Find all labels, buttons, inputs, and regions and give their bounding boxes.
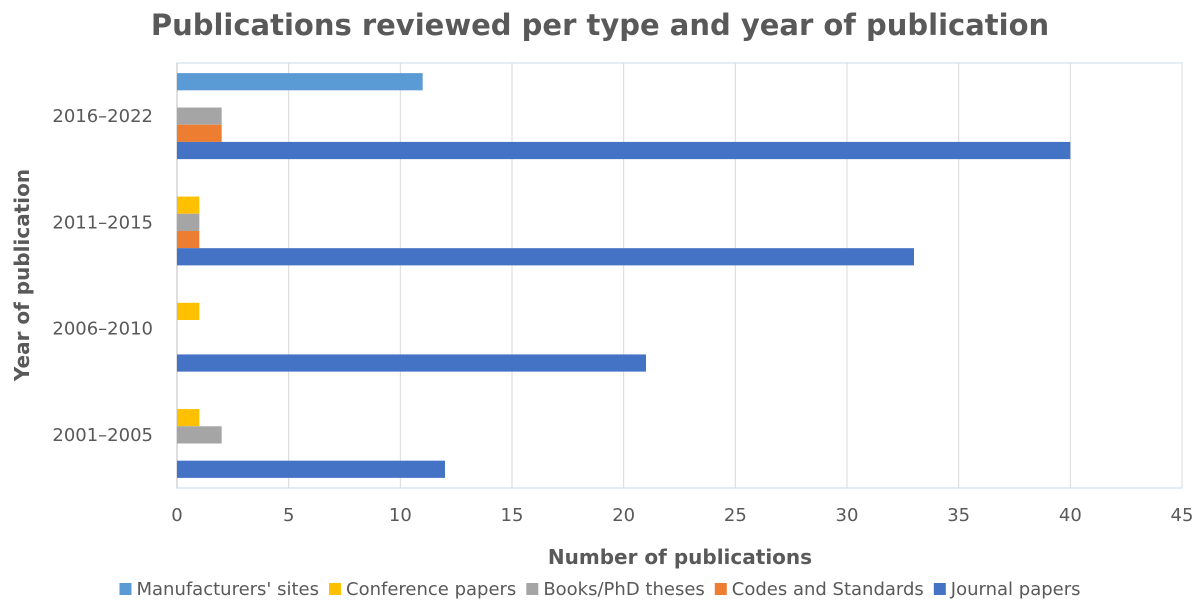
x-tick-label: 40 — [1059, 505, 1082, 526]
legend-label: Journal papers — [950, 579, 1081, 600]
bar — [177, 196, 200, 214]
legend-label: Manufacturers' sites — [136, 579, 319, 600]
x-tick-label: 45 — [1171, 505, 1194, 526]
legend-label: Codes and Standards — [732, 579, 924, 600]
x-tick-label: 30 — [836, 505, 859, 526]
legend-item: Manufacturers' sites — [119, 579, 319, 600]
gridlines — [176, 63, 1183, 488]
y-tick-label: 2016–2022 — [52, 106, 153, 127]
y-tick-label: 2001–2005 — [52, 425, 153, 446]
bar — [177, 213, 200, 231]
legend-swatch — [119, 583, 132, 595]
legend-item: Books/PhD theses — [526, 579, 705, 600]
bar — [177, 248, 914, 266]
x-tick-label: 5 — [283, 505, 294, 526]
x-tick-label: 10 — [389, 505, 412, 526]
x-axis-title: Number of publications — [548, 545, 812, 569]
plot-area-border — [176, 62, 1183, 489]
y-tick-labels: 2001–2005 2006–2010 2011–2015 2016–2022 — [52, 106, 153, 446]
bar — [177, 230, 200, 249]
bar — [177, 107, 222, 125]
x-tick-label: 20 — [612, 505, 635, 526]
legend-item: Codes and Standards — [714, 579, 924, 600]
x-tick-labels: 0 5 10 15 20 25 30 35 40 45 — [171, 505, 1193, 526]
bar — [177, 426, 222, 444]
y-axis-title: Year of publication — [10, 169, 34, 382]
x-tick-label: 35 — [947, 505, 970, 526]
y-tick-label: 2006–2010 — [52, 319, 153, 340]
legend-swatch — [329, 583, 342, 595]
bars — [177, 73, 1071, 478]
bar — [177, 141, 1071, 160]
y-tick-label: 2011–2015 — [52, 212, 153, 233]
legend-item: Conference papers — [329, 579, 516, 600]
bar — [177, 460, 445, 478]
legend-swatch — [526, 583, 539, 595]
bar — [177, 73, 423, 91]
x-tick-label: 0 — [171, 505, 182, 526]
legend-swatch — [933, 583, 946, 595]
bar — [177, 124, 222, 142]
legend: Manufacturers' sites Conference papers Boo… — [119, 579, 1081, 600]
legend-item: Journal papers — [933, 579, 1081, 600]
legend-swatch — [714, 583, 727, 595]
legend-label: Conference papers — [346, 579, 516, 600]
bar — [177, 354, 646, 372]
bar — [177, 302, 200, 321]
x-tick-label: 25 — [724, 505, 747, 526]
bar — [177, 409, 200, 427]
x-tick-label: 15 — [501, 505, 524, 526]
legend-label: Books/PhD theses — [543, 579, 704, 600]
chart-title: Publications reviewed per type and year … — [151, 8, 1049, 42]
